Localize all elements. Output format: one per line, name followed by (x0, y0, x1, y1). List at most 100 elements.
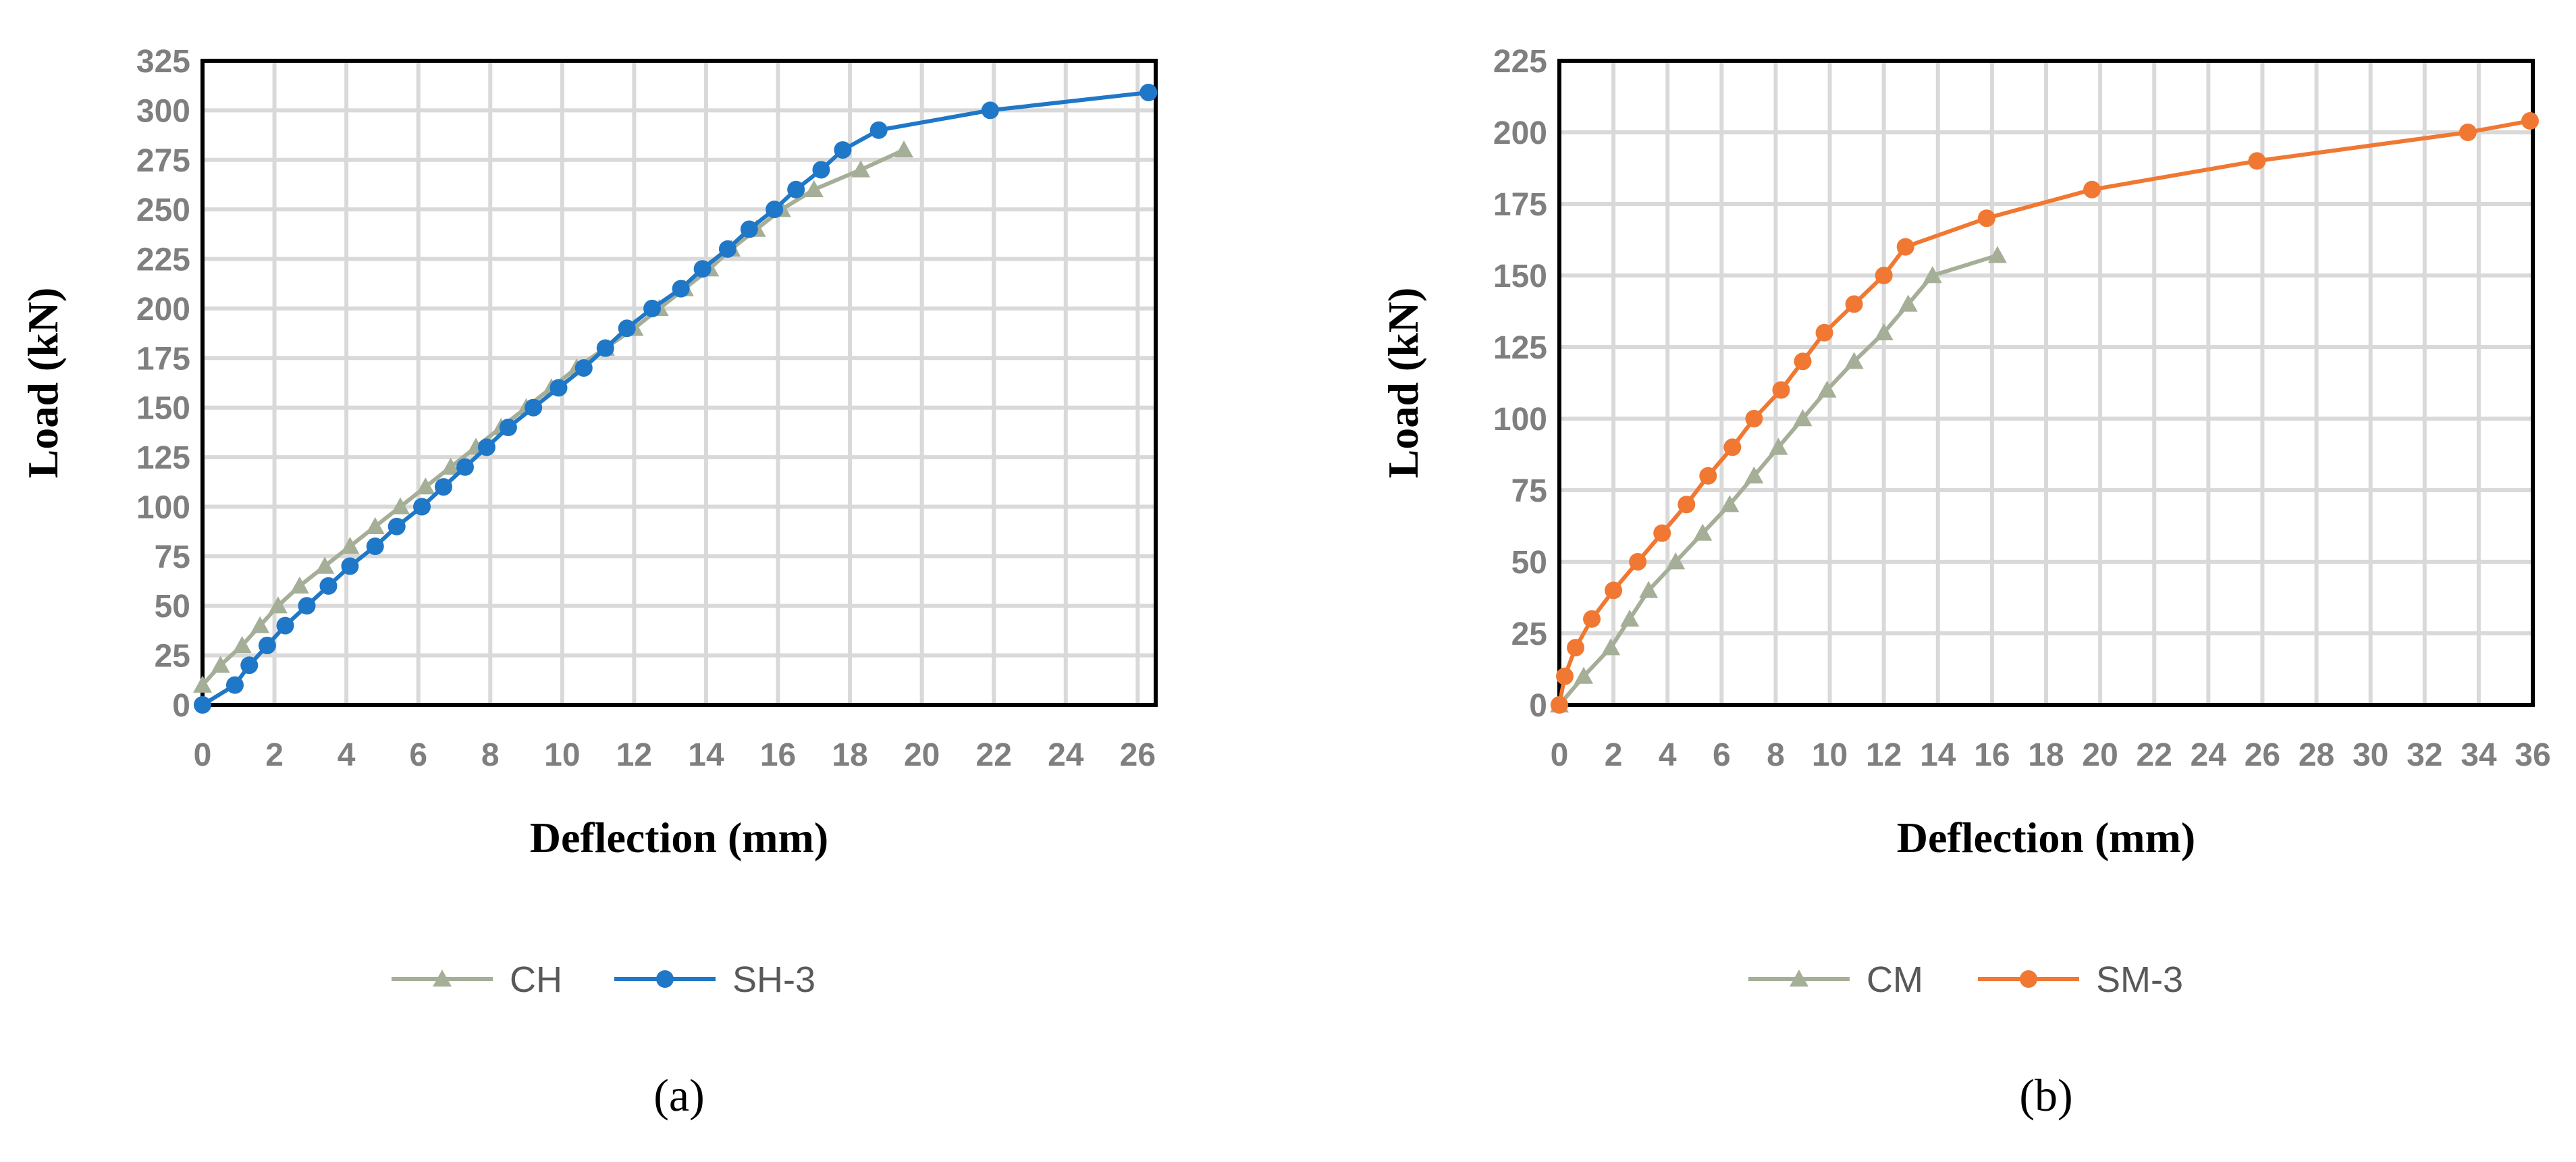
x-tick-label: 16 (760, 737, 796, 773)
y-tick-label: 175 (136, 341, 190, 377)
y-tick-label: 200 (1493, 115, 1547, 151)
y-tick-label: 175 (1493, 187, 1547, 223)
x-tick-label: 0 (194, 737, 212, 773)
data-point (2459, 124, 2477, 141)
data-point (315, 556, 335, 574)
legend-label: SM-3 (2096, 959, 2183, 1000)
x-tick-label: 10 (1812, 737, 1848, 773)
legend-marker (433, 970, 452, 987)
y-tick-label: 225 (1493, 44, 1547, 80)
legend-marker (656, 970, 674, 988)
data-point (434, 478, 452, 496)
y-tick-label: 250 (136, 192, 190, 228)
x-tick-label: 18 (832, 737, 867, 773)
x-tick-label: 30 (2353, 737, 2388, 773)
y-tick-label: 125 (136, 440, 190, 476)
data-point (812, 161, 830, 179)
data-point (1139, 83, 1158, 101)
data-point (268, 596, 288, 614)
data-point (596, 339, 614, 357)
series-line (1557, 119, 2531, 706)
x-tick-label: 24 (2191, 737, 2227, 773)
x-tick-label: 26 (1120, 737, 1156, 773)
data-point (391, 497, 410, 514)
data-point (1769, 438, 1788, 455)
x-tick-label: 2 (265, 737, 284, 773)
y-tick-label: 75 (1511, 473, 1547, 509)
x-tick-label: 8 (481, 737, 500, 773)
y-tick-label: 225 (136, 242, 190, 278)
legend-entry-sh-3: SH-3 (614, 959, 815, 1000)
panel-label: (b) (2019, 1069, 2072, 1121)
data-point (341, 557, 359, 575)
y-tick-label: 150 (1493, 259, 1547, 294)
grid (200, 59, 1156, 707)
data-point (1693, 523, 1713, 541)
y-tick-label: 325 (136, 44, 190, 80)
data-point (1874, 323, 1894, 340)
data-point (1601, 638, 1621, 656)
data-point (1772, 381, 1790, 399)
data-point (1629, 553, 1647, 571)
panel-label: (a) (653, 1069, 704, 1121)
y-tick-label: 275 (136, 143, 190, 179)
y-axis-title: Load (kN) (1379, 288, 1427, 479)
data-point (1723, 438, 1742, 456)
data-point (1794, 352, 1812, 371)
y-tick-label: 75 (155, 539, 190, 575)
x-tick-label: 22 (2137, 737, 2172, 773)
data-point (477, 438, 495, 456)
data-point (1639, 581, 1659, 598)
data-point (1567, 639, 1585, 657)
data-point (693, 260, 712, 278)
x-tick-label: 6 (1713, 737, 1731, 773)
x-tick-label: 24 (1048, 737, 1084, 773)
data-point (1551, 696, 1568, 714)
data-point (499, 419, 517, 437)
data-point (211, 656, 230, 673)
series-sm-3 (1551, 112, 2539, 714)
plot-frame (200, 59, 1158, 707)
data-point (1977, 209, 1995, 228)
data-point (851, 160, 871, 178)
y-tick-label: 50 (155, 589, 190, 625)
series-cm (1550, 246, 2007, 713)
data-point (574, 359, 593, 377)
data-point (1744, 466, 1764, 483)
data-point (258, 636, 276, 654)
data-point (416, 477, 435, 495)
x-tick-label: 18 (2028, 737, 2064, 773)
chart-b: 0 2 4 6 8 10 12 14 16 18 20 22 24 26 28 30 32 34 360255075… (1379, 44, 2551, 1121)
data-point (240, 656, 259, 675)
plot-frame (1557, 59, 2535, 707)
data-point (1745, 410, 1763, 427)
data-point (1987, 246, 2007, 263)
x-tick-label: 28 (2299, 737, 2334, 773)
data-point (340, 537, 360, 554)
data-point (2083, 180, 2101, 199)
x-tick-label: 10 (544, 737, 580, 773)
x-tick-label: 14 (1920, 737, 1956, 773)
y-tick-label: 50 (1511, 545, 1547, 581)
data-point (1666, 552, 1686, 570)
x-tick-label: 22 (976, 737, 1012, 773)
data-point (672, 280, 690, 298)
series-line (1557, 253, 1998, 706)
data-point (1583, 610, 1601, 628)
x-tick-label: 36 (2515, 737, 2550, 773)
data-point (1793, 409, 1813, 427)
x-tick-label: 4 (1659, 737, 1677, 773)
data-point (718, 240, 736, 258)
data-point (1923, 266, 1942, 284)
y-tick-label: 125 (1493, 330, 1547, 366)
data-point (643, 299, 662, 317)
x-tick-label: 4 (338, 737, 356, 773)
data-point (298, 597, 316, 615)
data-point (1875, 267, 1893, 284)
data-point (194, 696, 211, 714)
data-point (276, 616, 294, 635)
legend-entry-ch: CH (392, 959, 562, 1000)
x-axis-title: Deflection (mm) (530, 814, 828, 862)
data-point (1898, 294, 1918, 312)
x-tick-label: 34 (2461, 737, 2497, 773)
